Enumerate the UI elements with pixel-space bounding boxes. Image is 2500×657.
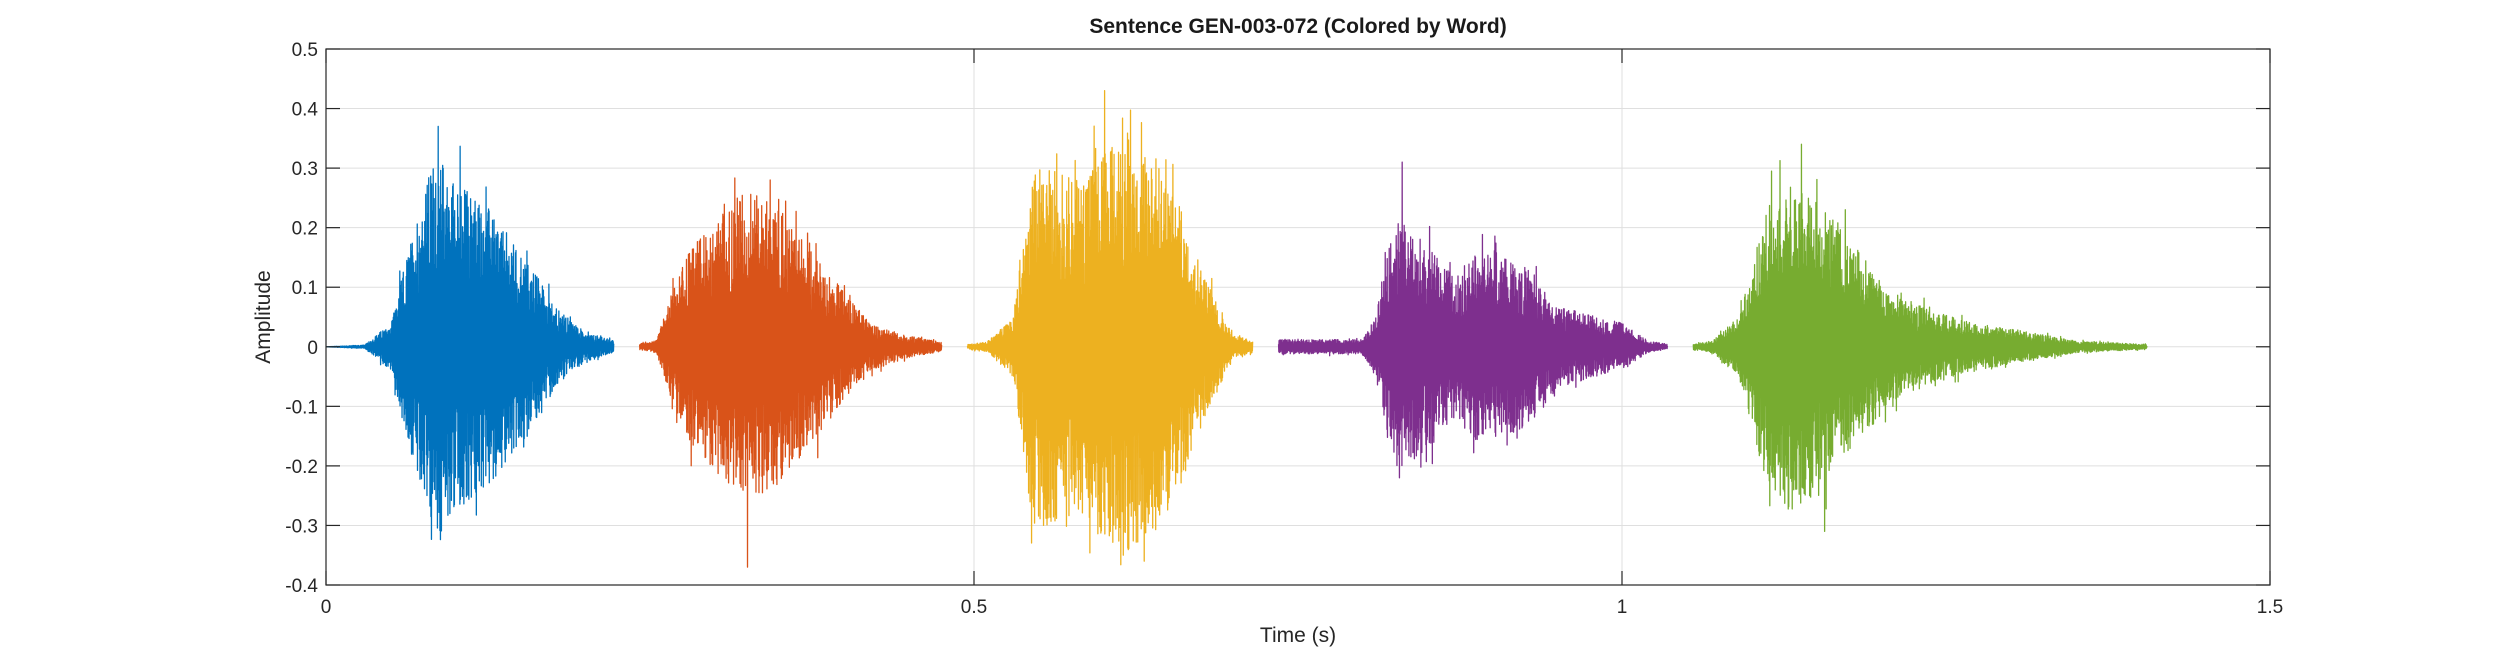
y-tick-label: -0.3: [285, 516, 318, 537]
y-tick-label: 0.1: [292, 278, 318, 299]
grid-lines: [325, 48, 2271, 586]
word-4-waveform: [1277, 161, 1669, 479]
y-axis-label: Amplitude: [252, 270, 275, 363]
y-tick-label: 0.4: [292, 100, 319, 121]
x-tick-label: 0.5: [961, 597, 987, 618]
y-tick-label: -0.4: [285, 576, 318, 597]
y-tick-label: -0.1: [285, 397, 318, 418]
chart-title: Sentence GEN-003-072 (Colored by Word): [1089, 15, 1506, 38]
y-tick-label: 0.5: [292, 40, 318, 61]
x-tick-label: 1: [1617, 597, 1628, 618]
word-2-waveform: [638, 177, 943, 568]
word-5-waveform: [1692, 143, 2148, 533]
y-tick-label: -0.2: [285, 457, 318, 478]
x-axis-label: Time (s): [1260, 624, 1336, 647]
y-tick-label: 0.2: [292, 219, 318, 240]
axis-ticks: -0.4 -0.3 -0.2 -0.1 0 0.1 0.2 0.3 0.4 0.5 0 0.5 1 1.5: [285, 40, 2283, 618]
x-tick-label: 0: [321, 597, 332, 618]
x-tick-label: 1.5: [2257, 597, 2283, 618]
waveform-series: [325, 90, 2148, 568]
plot-frame: [325, 48, 2271, 586]
word-3-waveform: [966, 90, 1254, 566]
word-1-waveform: [325, 125, 615, 541]
y-tick-label: 0: [307, 338, 318, 359]
y-tick-label: 0.3: [292, 159, 318, 180]
